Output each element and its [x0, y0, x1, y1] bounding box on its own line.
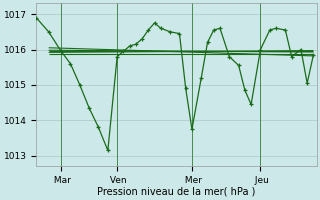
X-axis label: Pression niveau de la mer( hPa ): Pression niveau de la mer( hPa ) — [97, 187, 256, 197]
